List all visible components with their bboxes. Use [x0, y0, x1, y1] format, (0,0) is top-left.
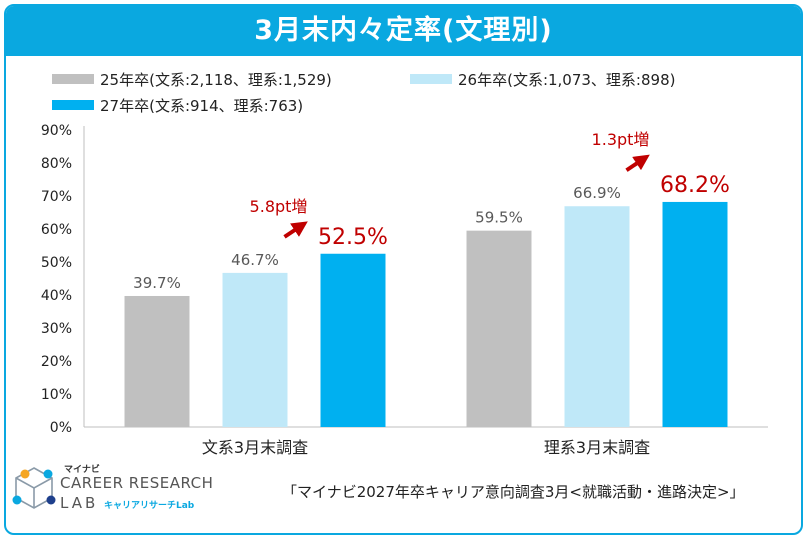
- bar-1-1: [564, 206, 630, 427]
- legend-swatch-2: [52, 100, 94, 110]
- y-tick-label: 60%: [41, 222, 72, 238]
- y-tick-label: 80%: [41, 156, 72, 172]
- x-category-label: 理系3月末調査: [544, 438, 650, 457]
- y-tick-label: 30%: [41, 321, 72, 337]
- bar-1-0: [222, 272, 288, 427]
- value-label-1-0: 46.7%: [231, 251, 279, 269]
- y-tick-label: 10%: [41, 387, 72, 403]
- legend-swatch-0: [52, 74, 94, 84]
- y-tick-label: 40%: [41, 288, 72, 304]
- x-category-label: 文系3月末調査: [202, 438, 308, 457]
- value-label-0-1: 59.5%: [475, 209, 523, 227]
- y-tick-label: 20%: [41, 354, 72, 370]
- logo-line1: CAREER RESEARCH: [60, 474, 214, 492]
- legend-swatch-1: [410, 74, 452, 84]
- y-tick-label: 50%: [41, 255, 72, 271]
- legend-label-0: 25年卒(文系:2,118、理系:1,529): [100, 71, 332, 89]
- source-note: 「マイナビ2027年卒キャリア意向調査3月<就職活動・進路決定>」: [282, 483, 745, 501]
- value-label-1-1: 66.9%: [573, 184, 621, 202]
- increase-arrow-1: [625, 154, 650, 172]
- value-label-2-1: 68.2%: [660, 173, 730, 198]
- increase-annotation-1: 1.3pt増: [592, 130, 650, 149]
- value-label-2-0: 52.5%: [318, 225, 388, 250]
- bar-2-1: [662, 201, 728, 427]
- bar-0-0: [124, 295, 190, 427]
- logo-line2: LAB: [60, 494, 99, 512]
- career-research-lab-logo: マイナビ CAREER RESEARCH LAB キャリアリサーチLab: [12, 460, 222, 528]
- y-tick-label: 70%: [41, 189, 72, 205]
- cube-logo-icon: [12, 467, 56, 509]
- y-tick-label: 90%: [41, 123, 72, 139]
- logo-line3: キャリアリサーチLab: [104, 501, 195, 511]
- increase-arrow-0: [283, 221, 308, 239]
- legend-label-1: 26年卒(文系:1,073、理系:898): [458, 71, 675, 89]
- logo-maker-text: マイナビ: [64, 465, 100, 475]
- bar-0-1: [466, 230, 532, 427]
- legend-label-2: 27年卒(文系:914、理系:763): [100, 97, 303, 115]
- increase-annotation-0: 5.8pt増: [250, 197, 308, 216]
- chart-title: 3月末内々定率(文理別): [6, 6, 801, 56]
- y-tick-label: 0%: [50, 420, 72, 436]
- value-label-0-0: 39.7%: [133, 274, 181, 292]
- bar-2-0: [320, 253, 386, 427]
